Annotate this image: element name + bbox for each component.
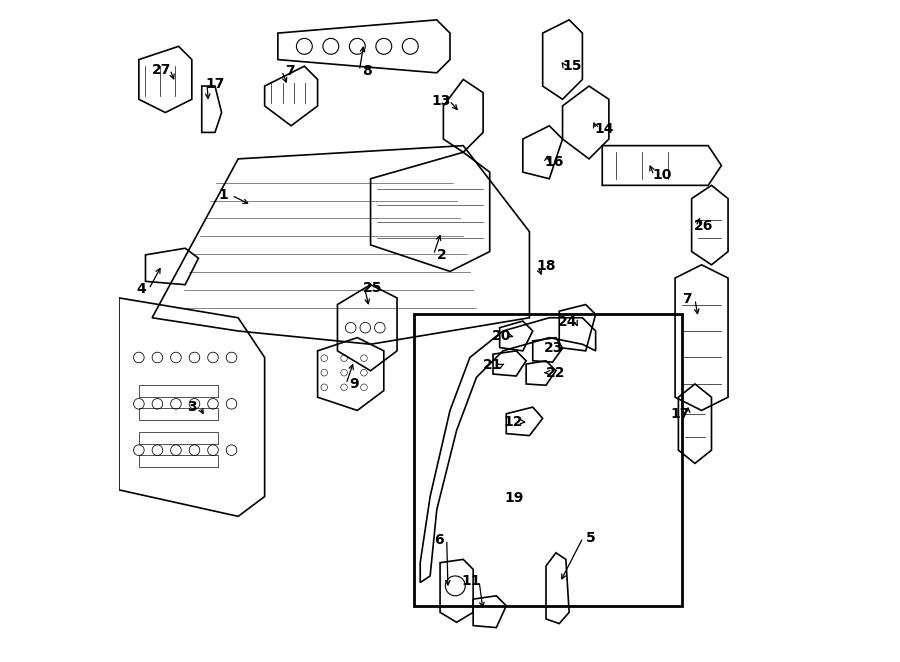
Bar (139, 432, 219, 444)
Text: 5: 5 (586, 530, 596, 545)
Text: 2: 2 (436, 248, 446, 262)
Text: 20: 20 (492, 328, 511, 343)
Bar (414, 314, 681, 606)
Text: 13: 13 (432, 93, 451, 108)
Text: 17: 17 (670, 406, 689, 421)
Text: 7: 7 (682, 292, 692, 307)
Text: 9: 9 (349, 377, 359, 391)
Text: 15: 15 (562, 59, 582, 73)
Bar (139, 455, 219, 467)
Text: 1: 1 (219, 188, 229, 203)
Text: 18: 18 (536, 259, 555, 273)
Text: 12: 12 (503, 414, 523, 429)
Text: 11: 11 (462, 574, 481, 589)
Text: 23: 23 (544, 340, 563, 355)
Text: 27: 27 (152, 62, 172, 77)
Text: 8: 8 (363, 64, 372, 78)
Text: 4: 4 (136, 282, 146, 297)
Text: 19: 19 (505, 491, 524, 505)
Text: 14: 14 (595, 122, 614, 136)
Bar (139, 385, 219, 397)
Text: 3: 3 (187, 400, 196, 414)
Text: 22: 22 (546, 365, 566, 380)
Text: 16: 16 (544, 155, 564, 169)
Text: 26: 26 (694, 219, 713, 234)
Text: 21: 21 (483, 358, 503, 373)
Text: 7: 7 (285, 64, 294, 78)
Bar (139, 408, 219, 420)
Text: 25: 25 (363, 281, 382, 295)
Text: 6: 6 (434, 532, 444, 547)
Text: 10: 10 (652, 168, 671, 183)
Text: 24: 24 (558, 315, 578, 330)
Text: 17: 17 (205, 77, 225, 91)
